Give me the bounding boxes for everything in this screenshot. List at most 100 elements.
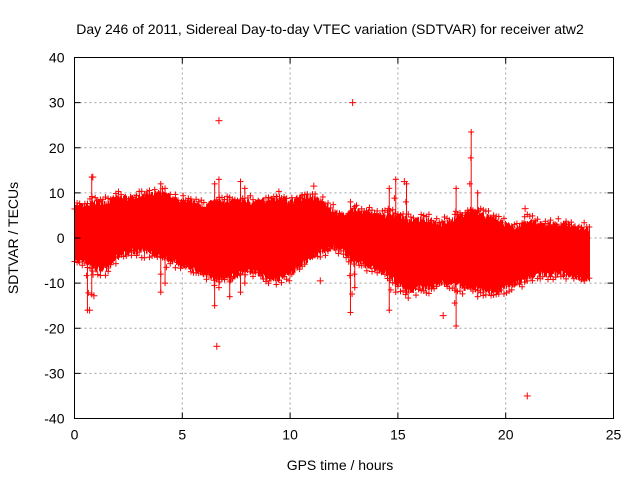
data-point <box>490 291 497 298</box>
data-point <box>529 277 536 284</box>
data-point <box>226 260 233 267</box>
data-point <box>413 218 420 225</box>
data-point <box>573 226 580 233</box>
data-point <box>485 287 492 294</box>
data-point <box>386 185 393 192</box>
data-point <box>211 302 218 309</box>
data-point <box>162 248 169 255</box>
data-point <box>88 193 95 200</box>
data-point <box>410 214 417 221</box>
data-point <box>243 248 250 255</box>
data-point <box>118 191 125 198</box>
data-point <box>286 200 293 207</box>
data-point <box>586 224 593 231</box>
data-point <box>449 219 456 226</box>
data-point <box>138 188 145 195</box>
data-point <box>238 233 245 240</box>
data-point <box>473 276 480 283</box>
data-outlier <box>89 173 97 181</box>
data-point <box>393 232 400 239</box>
data-outlier <box>90 292 98 300</box>
data-point <box>332 246 339 253</box>
x-tick-label: 15 <box>390 427 406 443</box>
data-point <box>415 286 422 293</box>
data-point <box>187 268 194 275</box>
data-point <box>495 290 502 297</box>
data-point <box>482 291 489 298</box>
data-point <box>348 210 355 217</box>
data-point <box>79 204 86 211</box>
data-point <box>451 287 458 294</box>
data-point <box>312 191 319 198</box>
data-point <box>327 204 334 211</box>
data-point <box>413 292 420 299</box>
data-point <box>154 254 161 261</box>
data-point <box>420 212 427 219</box>
data-outlier <box>215 117 223 125</box>
data-point <box>560 221 567 228</box>
data-point <box>524 277 531 284</box>
data-point <box>143 188 150 195</box>
data-point <box>402 216 409 223</box>
data-point <box>250 273 257 280</box>
data-point <box>379 268 386 275</box>
data-point <box>131 247 138 254</box>
data-point <box>381 271 388 278</box>
data-point <box>400 287 407 294</box>
data-point <box>174 197 181 204</box>
y-axis-label: SDTVAR / TECUs <box>5 182 21 294</box>
data-point <box>107 261 114 268</box>
data-point <box>278 279 285 286</box>
data-point <box>237 289 244 296</box>
data-point <box>167 191 174 198</box>
data-point <box>345 254 352 261</box>
data-point <box>384 246 391 253</box>
data-point <box>371 211 378 218</box>
data-point <box>335 250 342 257</box>
data-point <box>547 217 554 224</box>
data-point <box>385 205 392 212</box>
data-point <box>581 277 588 284</box>
data-point <box>568 219 575 226</box>
x-tick-label: 20 <box>498 427 514 443</box>
data-point <box>187 196 194 203</box>
data-point <box>387 286 394 293</box>
data-point <box>526 272 533 279</box>
data-point <box>84 203 91 210</box>
data-point <box>226 210 233 217</box>
data-point <box>466 180 473 187</box>
data-point <box>216 248 223 255</box>
data-point <box>451 300 458 307</box>
data-point <box>304 255 311 262</box>
data-point <box>459 290 466 297</box>
data-point <box>506 288 513 295</box>
data-point <box>185 195 192 202</box>
data-point <box>74 199 81 206</box>
data-point <box>244 265 251 272</box>
data-point <box>319 193 326 200</box>
data-point <box>169 196 176 203</box>
y-tick-label: -20 <box>44 320 64 336</box>
data-point <box>555 268 562 275</box>
data-point <box>488 292 495 299</box>
data-point <box>519 283 526 290</box>
data-point <box>112 260 119 267</box>
data-point <box>162 201 169 208</box>
data-point <box>474 259 481 266</box>
data-point <box>210 262 217 269</box>
data-point <box>410 285 417 292</box>
data-point <box>513 220 520 227</box>
data-point <box>226 227 233 234</box>
data-point <box>453 277 460 284</box>
data-point <box>293 194 300 201</box>
data-point <box>351 284 358 291</box>
data-point <box>161 232 168 239</box>
data-point <box>563 275 570 282</box>
data-point <box>363 209 370 216</box>
data-outlier <box>523 392 531 400</box>
data-point <box>115 188 122 195</box>
data-point <box>376 266 383 273</box>
data-point <box>456 209 463 216</box>
data-point <box>347 198 354 205</box>
data-point <box>296 266 303 273</box>
